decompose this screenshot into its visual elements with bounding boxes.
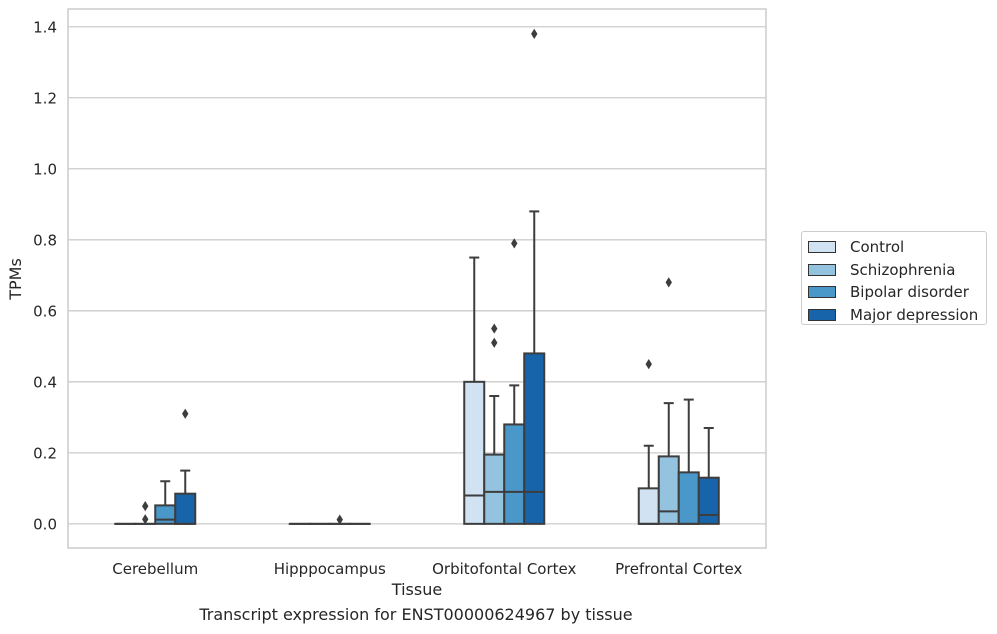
box-body [154, 504, 177, 525]
outlier-point [491, 337, 498, 348]
outlier-point [511, 238, 518, 249]
x-axis-ticks: Cerebellum Hipppocampus Orbitofontal Corte… [112, 560, 742, 578]
outlier-point [491, 323, 498, 334]
outlier-point [336, 514, 343, 525]
legend-swatch [808, 263, 836, 276]
legend-swatch [808, 286, 836, 299]
box-bipolar-disorder [677, 398, 700, 525]
x-tick-label: Cerebellum [112, 560, 198, 578]
legend-item: Schizophrenia [808, 259, 980, 282]
box-body [697, 476, 720, 525]
box-control [463, 256, 486, 525]
box-major-depression [174, 408, 197, 525]
legend-swatch [808, 308, 836, 321]
outlier-point [182, 408, 189, 419]
y-axis-ticks: 0.0 0.2 0.4 0.6 0.8 1.0 1.2 1.4 [33, 18, 57, 533]
y-tick-label: 1.4 [33, 18, 57, 36]
outlier-point [142, 514, 149, 525]
legend-item: Bipolar disorder [808, 281, 980, 304]
box-body [483, 453, 506, 525]
legend-label: Bipolar disorder [850, 283, 969, 302]
box-body [637, 487, 660, 525]
box-control [637, 358, 660, 525]
box-bipolar-disorder [154, 480, 177, 525]
y-tick-label: 0.2 [33, 444, 57, 462]
legend-item: Control [808, 236, 980, 259]
y-tick-label: 0.6 [33, 302, 57, 320]
y-tick-label: 0.0 [33, 515, 57, 533]
plot-frame [67, 8, 767, 549]
box-bipolar-disorder [503, 238, 526, 525]
box-schizophrenia [483, 323, 506, 525]
box-body [174, 492, 197, 525]
y-tick-label: 0.8 [33, 231, 57, 249]
x-tick-label: Hipppocampus [274, 560, 386, 578]
legend-label: Major depression [850, 305, 979, 324]
box-groups [114, 28, 720, 525]
figure-caption: Transcript expression for ENST0000062496… [199, 605, 633, 624]
legend-item: Major depression [808, 304, 980, 327]
legend-label: Control [850, 238, 905, 257]
x-tick-label: Orbitofontal Cortex [432, 560, 576, 578]
box-body [657, 455, 680, 525]
y-axis-label: TPMs [6, 258, 25, 301]
outlier-point [665, 277, 672, 288]
outlier-point [531, 28, 538, 39]
x-tick-label: Prefrontal Cortex [615, 560, 742, 578]
box-body [523, 352, 546, 525]
legend-label: Schizophrenia [850, 260, 956, 279]
box-bipolar-disorder [328, 514, 351, 525]
outlier-point [645, 358, 652, 370]
box-body [503, 423, 526, 525]
box-schizophrenia [657, 277, 680, 525]
legend: Control Schizophrenia Bipolar disorder Majo… [801, 231, 987, 325]
y-tick-label: 1.0 [33, 160, 57, 178]
y-tick-label: 1.2 [33, 89, 57, 107]
box-schizophrenia [134, 500, 157, 525]
box-body [677, 471, 700, 525]
x-axis-label: Tissue [391, 580, 442, 599]
legend-swatch [808, 241, 836, 254]
outlier-point [142, 500, 149, 512]
box-body [463, 380, 486, 525]
y-tick-label: 0.4 [33, 373, 57, 391]
box-major-depression [697, 426, 720, 525]
box-major-depression [523, 28, 546, 525]
grid-lines [68, 26, 766, 525]
